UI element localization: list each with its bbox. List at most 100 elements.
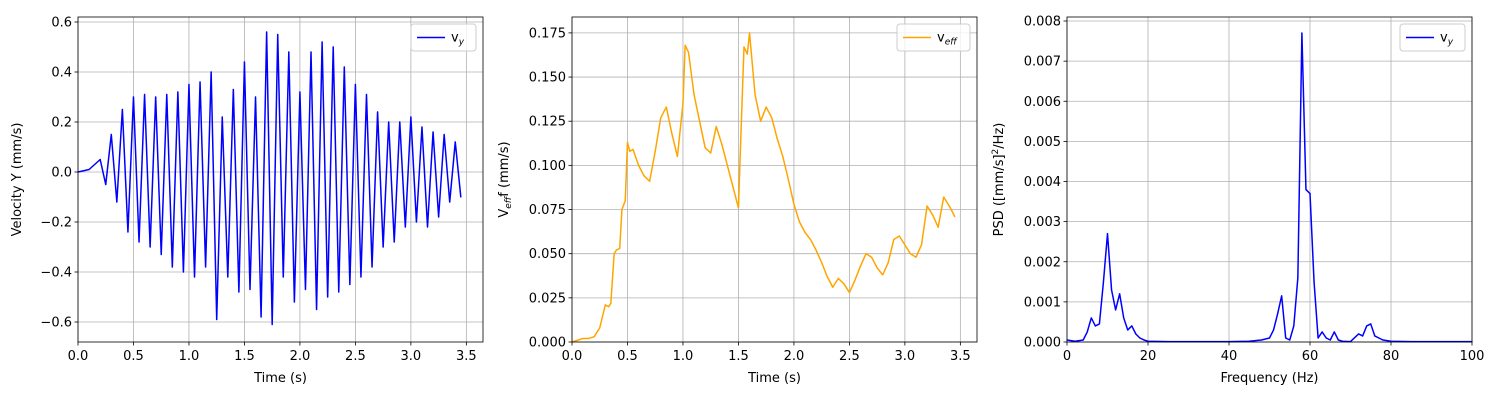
data-point (321, 41, 323, 43)
data-point (1110, 289, 1113, 291)
data-point (199, 81, 201, 83)
data-point (171, 266, 173, 268)
x-tick-label: 100 (1460, 349, 1485, 364)
data-point (343, 66, 345, 68)
data-point (426, 226, 429, 228)
data-point (116, 201, 118, 203)
x-axis-label: Time (s) (747, 371, 801, 386)
data-point (610, 302, 612, 304)
y-tick-label: 0.005 (1024, 135, 1061, 150)
data-point (732, 185, 734, 188)
data-point (920, 244, 923, 246)
data-point (699, 120, 701, 122)
series-line (571, 32, 956, 343)
data-point (1248, 340, 1250, 342)
data-point (632, 148, 634, 151)
data-point (232, 88, 234, 91)
data-point (277, 33, 279, 36)
y-tick-label: 0.6 (51, 16, 72, 31)
axes-frame (1066, 16, 1473, 343)
data-point (327, 296, 329, 298)
x-tick-label: 3.5 (950, 349, 971, 364)
data-point (665, 106, 667, 108)
data-point (110, 133, 112, 136)
y-axis-label: Velocity Y (mm/s) (10, 123, 25, 237)
data-point (798, 221, 801, 223)
axes-frame (571, 16, 978, 343)
data-point (1333, 331, 1335, 333)
data-point (1074, 340, 1076, 342)
x-tick-label: 0.0 (562, 349, 583, 364)
data-point (932, 214, 934, 216)
data-point (205, 266, 207, 268)
series-line (1066, 32, 1472, 343)
data-point (371, 266, 373, 268)
x-tick-label: 80 (1383, 349, 1400, 364)
data-point (588, 337, 590, 340)
data-point (138, 241, 140, 243)
data-point (1268, 337, 1271, 339)
y-tick-label: −0.6 (40, 316, 72, 331)
x-tick-label: 2.0 (784, 349, 805, 364)
x-tick-label: 2.5 (345, 349, 366, 364)
data-point (615, 249, 617, 251)
x-tick-label: 1.5 (728, 349, 749, 364)
data-point (304, 288, 307, 291)
data-point (238, 291, 240, 293)
data-point (743, 46, 745, 48)
data-point (909, 253, 912, 255)
y-tick-label: 0.002 (1024, 255, 1061, 270)
data-point (1358, 333, 1360, 335)
legend: vy (410, 23, 477, 52)
y-tick-label: 0.006 (1024, 95, 1061, 110)
x-tick-label: 3.0 (895, 349, 916, 364)
data-point (443, 133, 445, 136)
data-point (1090, 317, 1092, 319)
y-tick-label: 0.008 (1024, 15, 1061, 30)
y-tick-label: 0.003 (1024, 215, 1061, 230)
data-point (1082, 339, 1084, 341)
x-tick-label: 0 (1063, 349, 1071, 364)
data-point (1378, 337, 1380, 339)
data-point (771, 117, 773, 119)
data-point (410, 116, 412, 118)
data-point (188, 83, 190, 86)
data-point (760, 120, 762, 122)
data-point (954, 215, 956, 218)
y-tick-label: 0.000 (529, 336, 566, 351)
data-point (1098, 323, 1100, 325)
data-point (1123, 317, 1125, 319)
data-point (740, 141, 742, 144)
x-tick-label: 2.0 (290, 349, 311, 364)
x-tick-label: 0.5 (617, 349, 638, 364)
data-point (1305, 188, 1307, 191)
data-point (649, 180, 651, 182)
legend-label: veff (937, 31, 958, 48)
data-point (793, 203, 795, 205)
data-point (643, 175, 645, 177)
data-point (1313, 281, 1315, 283)
data-point (182, 271, 185, 273)
data-point (948, 205, 950, 207)
legend-label: vy (451, 31, 465, 48)
data-point (1325, 337, 1327, 339)
data-point (809, 238, 812, 241)
y-tick-label: 0.0 (51, 166, 72, 181)
data-point (271, 323, 273, 326)
legend: veff (896, 23, 971, 52)
legend-box (896, 23, 971, 52)
x-tick-label: 1.0 (673, 349, 694, 364)
data-point (282, 276, 284, 278)
data-point (1390, 340, 1392, 342)
data-point (210, 71, 212, 73)
data-point (454, 141, 456, 143)
data-point (449, 201, 451, 203)
x-axis-label: Frequency (Hz) (1220, 371, 1318, 386)
data-point (143, 93, 146, 96)
data-point (804, 231, 806, 234)
data-point (776, 138, 778, 140)
data-point (687, 51, 690, 53)
data-point (787, 178, 789, 181)
data-point (937, 226, 939, 228)
